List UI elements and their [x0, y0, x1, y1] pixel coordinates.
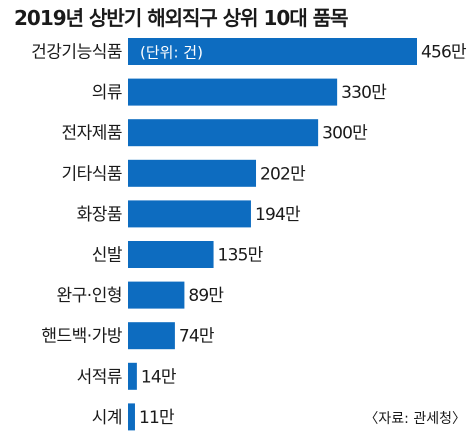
- category-label-5: 화장품: [77, 205, 122, 225]
- value-label-7: 89만: [188, 286, 224, 306]
- category-label-9: 서적류: [77, 367, 122, 387]
- unit-note: (단위: 건): [140, 44, 203, 62]
- category-label-1: 건강기능식품: [31, 43, 122, 63]
- value-label-3: 300만: [322, 124, 368, 144]
- category-label-4: 기타식품: [61, 164, 122, 184]
- value-label-6: 135만: [218, 246, 264, 266]
- value-label-4: 202만: [260, 164, 306, 184]
- bar-8: [128, 322, 175, 350]
- category-label-6: 신발: [92, 246, 123, 266]
- source-note: 〈자료: 관세청〉: [364, 411, 466, 427]
- bar-6: [128, 241, 214, 268]
- value-label-5: 194만: [255, 205, 301, 225]
- category-label-2: 의류: [92, 83, 122, 103]
- value-label-10: 11만: [139, 408, 175, 428]
- bar-5: [128, 200, 251, 228]
- bar-1: [128, 38, 417, 65]
- category-label-7: 완구·인형: [57, 286, 122, 306]
- bar-2: [128, 78, 338, 106]
- value-label-2: 330만: [341, 83, 387, 103]
- bar-7: [128, 281, 185, 309]
- bar-9: [128, 362, 137, 390]
- bar-10: [128, 403, 135, 431]
- category-label-8: 핸드백·가방: [41, 327, 122, 347]
- value-label-1: 456만: [421, 43, 467, 63]
- category-label-10: 시계: [92, 408, 122, 428]
- value-label-9: 14만: [141, 367, 177, 387]
- chart-title: 2019년 상반기 해외직구 상위 10대 품목: [14, 6, 349, 30]
- bar-3: [128, 119, 319, 147]
- value-label-8: 74만: [179, 327, 215, 347]
- category-label-3: 전자제품: [61, 124, 122, 144]
- bar-4: [128, 159, 257, 187]
